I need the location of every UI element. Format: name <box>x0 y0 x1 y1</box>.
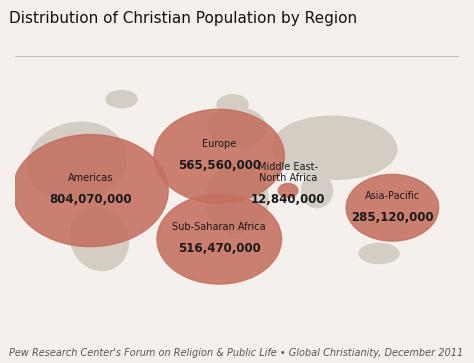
Ellipse shape <box>273 116 397 179</box>
Ellipse shape <box>106 90 137 108</box>
Ellipse shape <box>346 174 438 241</box>
Text: Pew Research Center's Forum on Religion & Public Life • Global Christianity, Dec: Pew Research Center's Forum on Religion … <box>9 347 464 358</box>
Ellipse shape <box>301 174 332 208</box>
Text: Europe: Europe <box>202 139 237 149</box>
Ellipse shape <box>70 208 128 270</box>
Text: 285,120,000: 285,120,000 <box>351 211 434 224</box>
Text: 12,840,000: 12,840,000 <box>251 193 325 207</box>
Ellipse shape <box>28 122 127 202</box>
Text: Distribution of Christian Population by Region: Distribution of Christian Population by … <box>9 11 357 26</box>
Ellipse shape <box>359 244 399 264</box>
Text: 565,560,000: 565,560,000 <box>178 159 261 172</box>
Text: Sub-Saharan Africa: Sub-Saharan Africa <box>173 222 266 232</box>
Ellipse shape <box>157 194 282 284</box>
Ellipse shape <box>217 95 248 115</box>
Text: 516,470,000: 516,470,000 <box>178 242 261 255</box>
Ellipse shape <box>13 135 168 246</box>
Ellipse shape <box>208 108 266 148</box>
Text: 804,070,000: 804,070,000 <box>49 193 132 207</box>
Ellipse shape <box>278 183 298 198</box>
Ellipse shape <box>206 165 268 233</box>
Text: Americas: Americas <box>68 174 113 183</box>
Ellipse shape <box>154 109 284 203</box>
Text: Middle East-
North Africa: Middle East- North Africa <box>258 162 318 183</box>
Text: Asia-Pacific: Asia-Pacific <box>365 191 420 201</box>
